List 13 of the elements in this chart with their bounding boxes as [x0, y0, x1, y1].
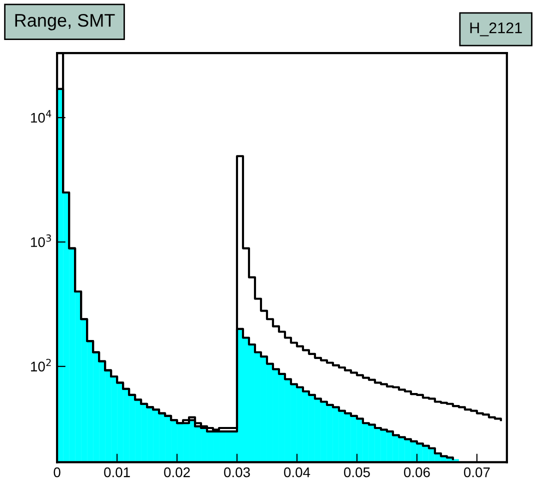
x-tick-label: 0.06	[404, 467, 430, 478]
x-tick-label: 0.05	[344, 467, 370, 478]
x-tick-label: 0.01	[104, 467, 130, 478]
text: H_2121	[470, 22, 522, 36]
x-tick-label: 0	[54, 467, 60, 478]
y-tick-label: 10$^{2}$	[31, 358, 51, 372]
x-tick-label: 0.03	[224, 467, 250, 478]
chart-title: Range, SMT	[15, 14, 115, 30]
y-tick-label: 10$^{3}$	[31, 234, 51, 248]
x-tick-label: 0.07	[464, 467, 490, 478]
y-tick-label: 10$^{4}$	[31, 110, 52, 123]
x-tick-label: 0.04	[284, 467, 310, 478]
x-tick-label: 0.02	[164, 467, 190, 478]
